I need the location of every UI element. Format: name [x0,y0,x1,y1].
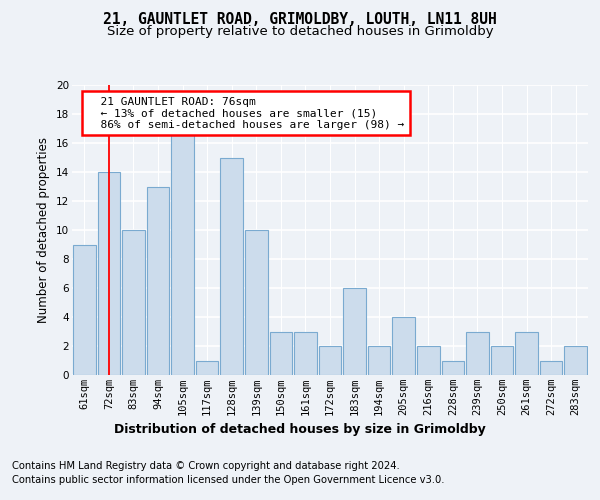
Bar [368,346,391,375]
Bar [171,128,194,375]
Bar [73,244,95,375]
Text: 21, GAUNTLET ROAD, GRIMOLDBY, LOUTH, LN11 8UH: 21, GAUNTLET ROAD, GRIMOLDBY, LOUTH, LN1… [103,12,497,28]
Bar [442,360,464,375]
Text: 21 GAUNTLET ROAD: 76sqm
  ← 13% of detached houses are smaller (15)
  86% of sem: 21 GAUNTLET ROAD: 76sqm ← 13% of detache… [88,96,405,130]
Bar [146,186,169,375]
Bar [319,346,341,375]
Text: Contains HM Land Registry data © Crown copyright and database right 2024.: Contains HM Land Registry data © Crown c… [12,461,400,471]
Text: Contains public sector information licensed under the Open Government Licence v3: Contains public sector information licen… [12,475,445,485]
Bar [392,317,415,375]
Bar [269,332,292,375]
Bar [98,172,120,375]
Bar [343,288,366,375]
Bar [294,332,317,375]
Text: Size of property relative to detached houses in Grimoldby: Size of property relative to detached ho… [107,25,493,38]
Bar [220,158,243,375]
Bar [122,230,145,375]
Y-axis label: Number of detached properties: Number of detached properties [37,137,50,323]
Bar [196,360,218,375]
Text: Distribution of detached houses by size in Grimoldby: Distribution of detached houses by size … [114,422,486,436]
Bar [540,360,562,375]
Bar [466,332,489,375]
Bar [565,346,587,375]
Bar [245,230,268,375]
Bar [417,346,440,375]
Bar [491,346,514,375]
Bar [515,332,538,375]
